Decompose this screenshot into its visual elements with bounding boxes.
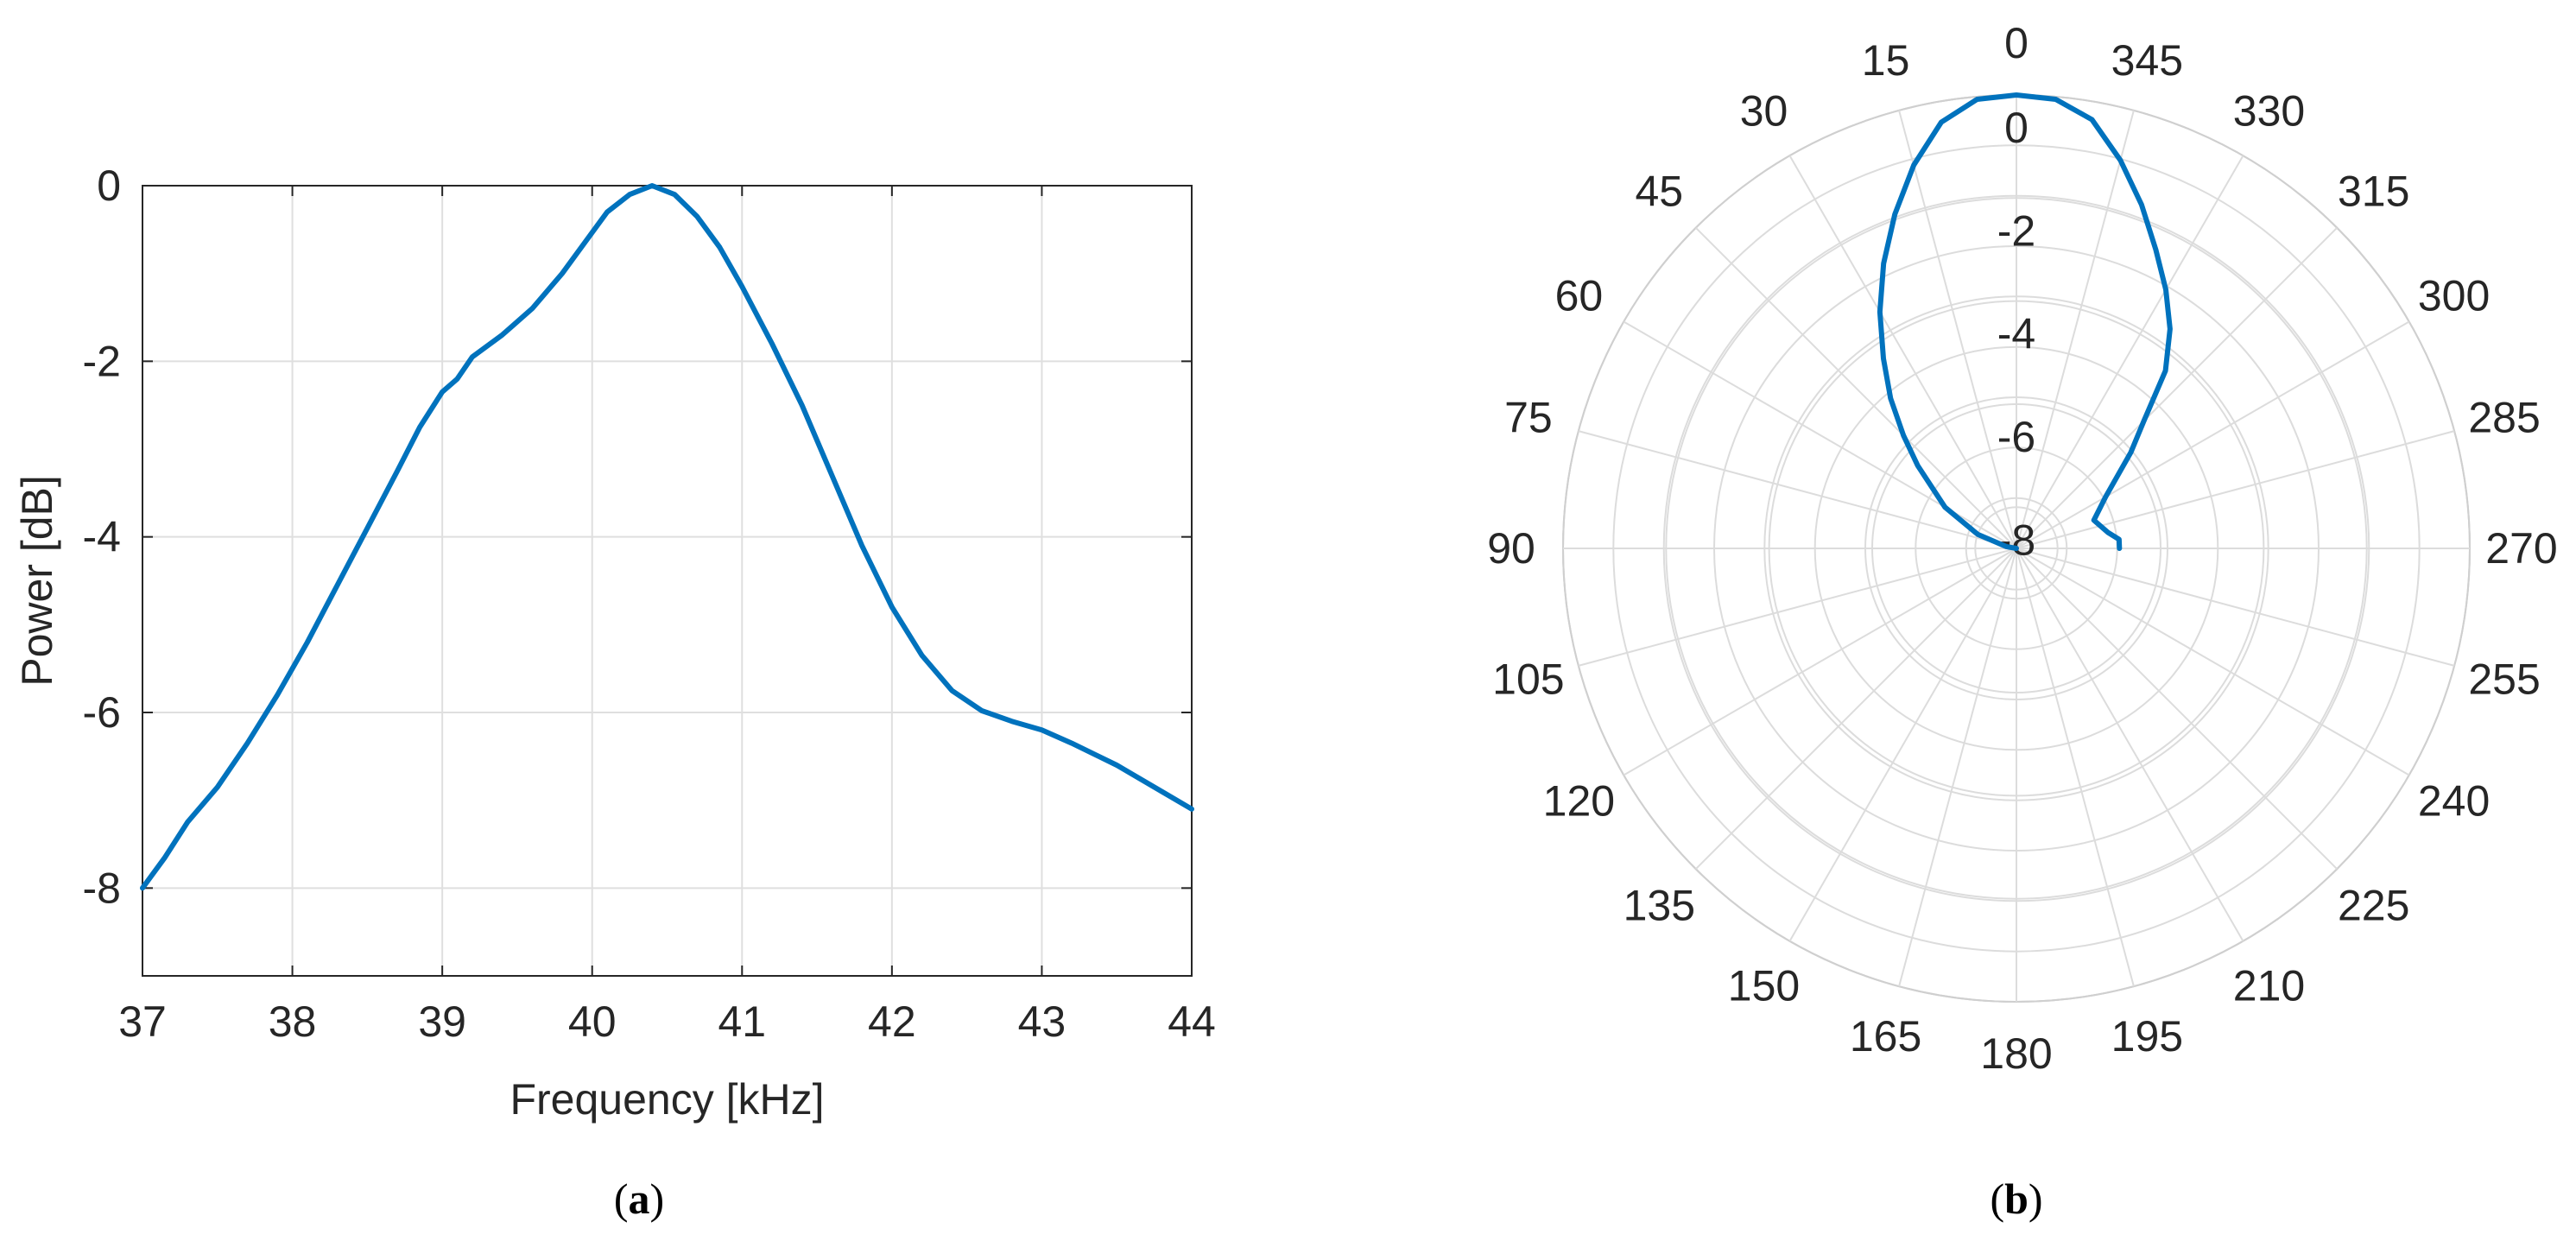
polar-spoke [1788, 155, 2017, 549]
angle-label: 30 [1740, 86, 1788, 135]
x-tick-label: 43 [1018, 997, 1066, 1046]
x-tick-label: 44 [1168, 997, 1216, 1046]
x-tick-label: 39 [418, 997, 466, 1046]
angle-label: 330 [2233, 86, 2305, 135]
polar-spoke [1578, 548, 2017, 667]
x-tick-label: 42 [868, 997, 916, 1046]
y-tick-label: -4 [83, 513, 121, 561]
caption-a: (a) [614, 1175, 664, 1223]
polar-spoke [2016, 548, 2244, 942]
caption-b: (b) [1990, 1175, 2042, 1223]
x-tick-label: 40 [568, 997, 617, 1046]
caption-letter: a [629, 1175, 650, 1223]
polar-spoke [1623, 548, 2017, 776]
polar-spoke [2016, 320, 2410, 549]
angle-label: 150 [1728, 962, 1800, 1010]
polar-spoke [2016, 155, 2244, 549]
angle-label: 165 [1850, 1012, 1921, 1061]
angle-label: 195 [2111, 1012, 2183, 1061]
x-tick-label: 37 [118, 997, 167, 1046]
polar-spoke [1898, 548, 2017, 987]
angle-label: 60 [1555, 272, 1604, 320]
angle-label: 315 [2338, 167, 2409, 215]
polar-spoke [2016, 227, 2338, 549]
angle-label: 300 [2418, 272, 2490, 320]
polar-spoke [1898, 110, 2017, 549]
polar-spoke [2016, 430, 2455, 549]
y-tick-label: -2 [83, 337, 121, 385]
y-tick-label: -6 [83, 688, 121, 737]
polar-spoke [2016, 548, 2338, 870]
grid [142, 185, 1193, 976]
y-tick-label: 0 [97, 161, 121, 210]
polar-spoke [2016, 548, 2135, 987]
polar-pattern-chart: 0 15 30 45 60 75 90 105 120 135 150 165 180 195 210 225… [1487, 19, 2558, 1223]
polar-spoke [1788, 548, 2017, 942]
plot-box [142, 185, 1193, 977]
radial-tick-label: -8 [1997, 516, 2035, 564]
angle-label: 270 [2485, 524, 2557, 573]
angle-label: 210 [2233, 962, 2305, 1010]
axis-ticks: 37 38 39 40 41 42 43 44 0 -2 -4 -6 -8 [83, 161, 1216, 1046]
angle-label: 180 [1980, 1029, 2052, 1078]
angle-label: 285 [2468, 394, 2540, 442]
angle-label: 255 [2468, 655, 2540, 703]
x-axis-label: Frequency [kHz] [510, 1075, 824, 1124]
power-spectrum-chart: 37 38 39 40 41 42 43 44 0 -2 -4 -6 -8 Frequency [kHz… [13, 161, 1216, 1223]
x-tick-label: 41 [718, 997, 766, 1046]
caption-letter: b [2004, 1175, 2029, 1223]
polar-labels: 0 15 30 45 60 75 90 105 120 135 150 165 180 195 210 225… [1487, 19, 2558, 1078]
angle-label: 345 [2111, 36, 2183, 85]
polar-spoke [2016, 110, 2135, 549]
polar-spoke [2016, 548, 2455, 667]
radial-tick-label: 0 [2004, 104, 2029, 152]
y-tick-label: -8 [83, 864, 121, 912]
angle-label: 90 [1487, 524, 1535, 573]
directivity-curve [1877, 92, 2173, 551]
x-tick-label: 38 [269, 997, 317, 1046]
radial-tick-label: -4 [1997, 310, 2035, 358]
polar-spoke [1578, 430, 2017, 549]
power-curve [140, 183, 1194, 891]
angle-label: 75 [1504, 394, 1553, 442]
radial-tick-label: -6 [1997, 413, 2035, 461]
polar-spoke [1695, 227, 2017, 549]
angle-label: 240 [2418, 777, 2490, 826]
angle-label: 45 [1635, 167, 1683, 215]
polar-spoke [2016, 548, 2410, 776]
y-axis-label: Power [dB] [13, 475, 61, 687]
polar-spoke [1695, 548, 2017, 870]
angle-label: 15 [1862, 36, 1910, 85]
radial-tick-label: -2 [1997, 206, 2035, 255]
angle-label: 120 [1543, 777, 1615, 826]
angle-label: 225 [2338, 882, 2409, 930]
angle-label: 135 [1623, 882, 1695, 930]
angle-label: 105 [1492, 655, 1564, 703]
angle-label: 0 [2004, 19, 2029, 67]
